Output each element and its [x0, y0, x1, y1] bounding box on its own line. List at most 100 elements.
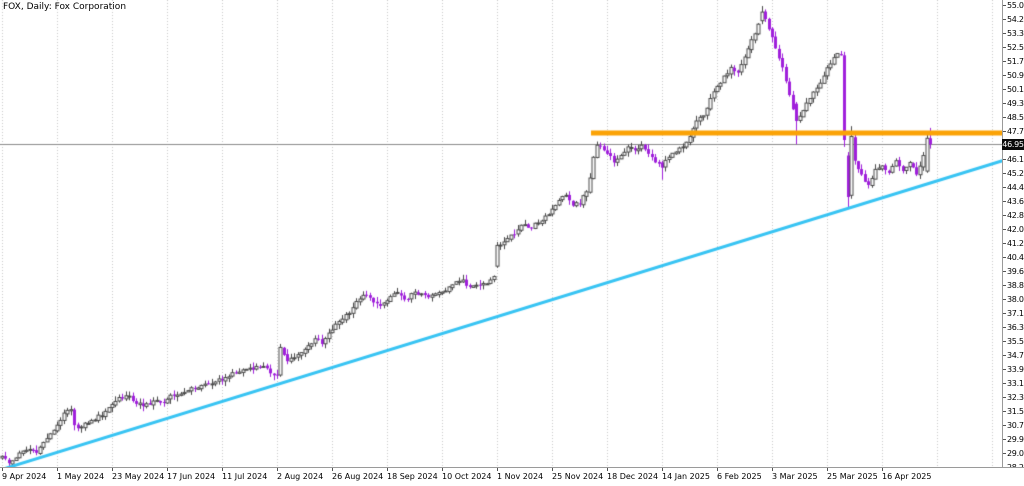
price-axis-label: 43.67: [1007, 196, 1024, 206]
time-axis-label: 11 Jul 2024: [222, 472, 268, 481]
chart-plot-area: [0, 0, 1002, 467]
price-axis-label: 44.48: [1007, 182, 1024, 192]
price-axis-label: 37.19: [1007, 308, 1024, 318]
chart-legend: FOX, Daily: Fox Corporation: [3, 2, 127, 12]
price-axis-label: 38.81: [1007, 280, 1024, 290]
price-axis-label: 42.05: [1007, 224, 1024, 234]
time-axis-tick: [552, 468, 553, 471]
price-axis-tick: [1003, 382, 1006, 384]
time-axis-tick: [662, 468, 663, 471]
price-axis-tick: [1003, 326, 1006, 328]
time-axis-label: 25 Mar 2025: [827, 472, 878, 481]
time-axis-label: 18 Dec 2024: [607, 472, 659, 481]
price-axis-label: 51.77: [1007, 56, 1024, 66]
price-axis-label: 45.29: [1007, 168, 1024, 178]
price-axis: 55.01 54.20 53.39 52.58 51.77 50.96 50.15 49.34…: [1002, 0, 1024, 472]
time-axis-tick: [222, 468, 223, 471]
time-axis-tick: [332, 468, 333, 471]
price-axis-tick: [1003, 32, 1006, 34]
time-axis-label: 2 Aug 2024: [277, 472, 324, 481]
time-axis-label: 1 Nov 2024: [497, 472, 544, 481]
price-axis-label: 52.58: [1007, 42, 1024, 52]
price-axis-tick: [1003, 368, 1006, 370]
time-axis-label: 18 Sep 2024: [387, 472, 438, 481]
time-axis-tick: [882, 468, 883, 471]
price-axis-tick: [1003, 298, 1006, 300]
price-axis-label: 50.96: [1007, 70, 1024, 80]
price-axis-tick: [1003, 270, 1006, 272]
time-axis-tick: [607, 468, 608, 471]
time-axis-tick: [112, 468, 113, 471]
price-axis-label: 38.00: [1007, 294, 1024, 304]
price-axis-label: 42.86: [1007, 210, 1024, 220]
price-axis-label: 53.39: [1007, 28, 1024, 38]
time-axis-label: 17 Jun 2024: [167, 472, 216, 481]
time-axis-tick: [277, 468, 278, 471]
time-axis-tick: [497, 468, 498, 471]
price-axis-label: 41.24: [1007, 238, 1024, 248]
price-chart-canvas[interactable]: [0, 0, 1002, 467]
price-axis-label: 47.72: [1007, 126, 1024, 136]
price-axis-label: 29.09: [1007, 448, 1024, 458]
time-axis-label: 26 Aug 2024: [332, 472, 384, 481]
current-price-badge: 46.95: [1002, 138, 1024, 150]
price-axis-tick: [1003, 116, 1006, 118]
time-axis-tick: [717, 468, 718, 471]
price-axis-tick: [1003, 4, 1006, 6]
price-axis-tick: [1003, 410, 1006, 412]
price-axis-label: 29.90: [1007, 434, 1024, 444]
price-axis-label: 49.34: [1007, 98, 1024, 108]
price-axis-tick: [1003, 396, 1006, 398]
price-axis-tick: [1003, 74, 1006, 76]
price-axis-label: 55.01: [1007, 0, 1024, 10]
price-axis-label: 46.10: [1007, 154, 1024, 164]
price-axis-tick: [1003, 18, 1006, 20]
price-axis-label: 35.57: [1007, 336, 1024, 346]
price-axis-tick: [1003, 452, 1006, 454]
time-axis-label: 6 Feb 2025: [717, 472, 762, 481]
time-axis-tick: [387, 468, 388, 471]
price-axis-tick: [1003, 424, 1006, 426]
price-axis-label: 39.62: [1007, 266, 1024, 276]
price-axis-tick: [1003, 186, 1006, 188]
time-axis-label: 9 Apr 2024: [2, 472, 47, 481]
price-axis-tick: [1003, 102, 1006, 104]
price-axis-label: 31.52: [1007, 406, 1024, 416]
price-axis-tick: [1003, 130, 1006, 132]
time-axis-label: 3 Mar 2025: [772, 472, 818, 481]
price-axis-tick: [1003, 172, 1006, 174]
price-axis-tick: [1003, 242, 1006, 244]
time-axis-tick: [442, 468, 443, 471]
time-axis-label: 1 May 2024: [57, 472, 105, 481]
price-axis-label: 54.20: [1007, 14, 1024, 24]
price-axis-label: 34.76: [1007, 350, 1024, 360]
price-axis-tick: [1003, 312, 1006, 314]
price-axis-tick: [1003, 46, 1006, 48]
price-axis-tick: [1003, 354, 1006, 356]
price-axis-tick: [1003, 158, 1006, 160]
price-axis-label: 36.38: [1007, 322, 1024, 332]
price-axis-label: 33.95: [1007, 364, 1024, 374]
price-axis-label: 48.53: [1007, 112, 1024, 122]
time-axis-tick: [57, 468, 58, 471]
price-axis-label: 33.14: [1007, 378, 1024, 388]
price-axis-label: 30.71: [1007, 420, 1024, 430]
price-axis-tick: [1003, 228, 1006, 230]
time-axis-label: 16 Apr 2025: [882, 472, 932, 481]
price-axis-label: 40.43: [1007, 252, 1024, 262]
price-axis-tick: [1003, 214, 1006, 216]
time-axis-tick: [167, 468, 168, 471]
price-axis-tick: [1003, 438, 1006, 440]
price-axis-tick: [1003, 60, 1006, 62]
price-axis-tick: [1003, 340, 1006, 342]
time-axis-label: 14 Jan 2025: [662, 472, 710, 481]
price-axis-tick: [1003, 284, 1006, 286]
price-axis-label: 32.33: [1007, 392, 1024, 402]
price-axis-tick: [1003, 200, 1006, 202]
time-axis-tick: [827, 468, 828, 471]
time-axis-tick: [2, 468, 3, 471]
time-axis-label: 25 Nov 2024: [552, 472, 604, 481]
time-axis: 9 Apr 2024 1 May 2024 23 May 2024 17 Jun 20…: [0, 467, 1024, 486]
price-axis-tick: [1003, 256, 1006, 258]
